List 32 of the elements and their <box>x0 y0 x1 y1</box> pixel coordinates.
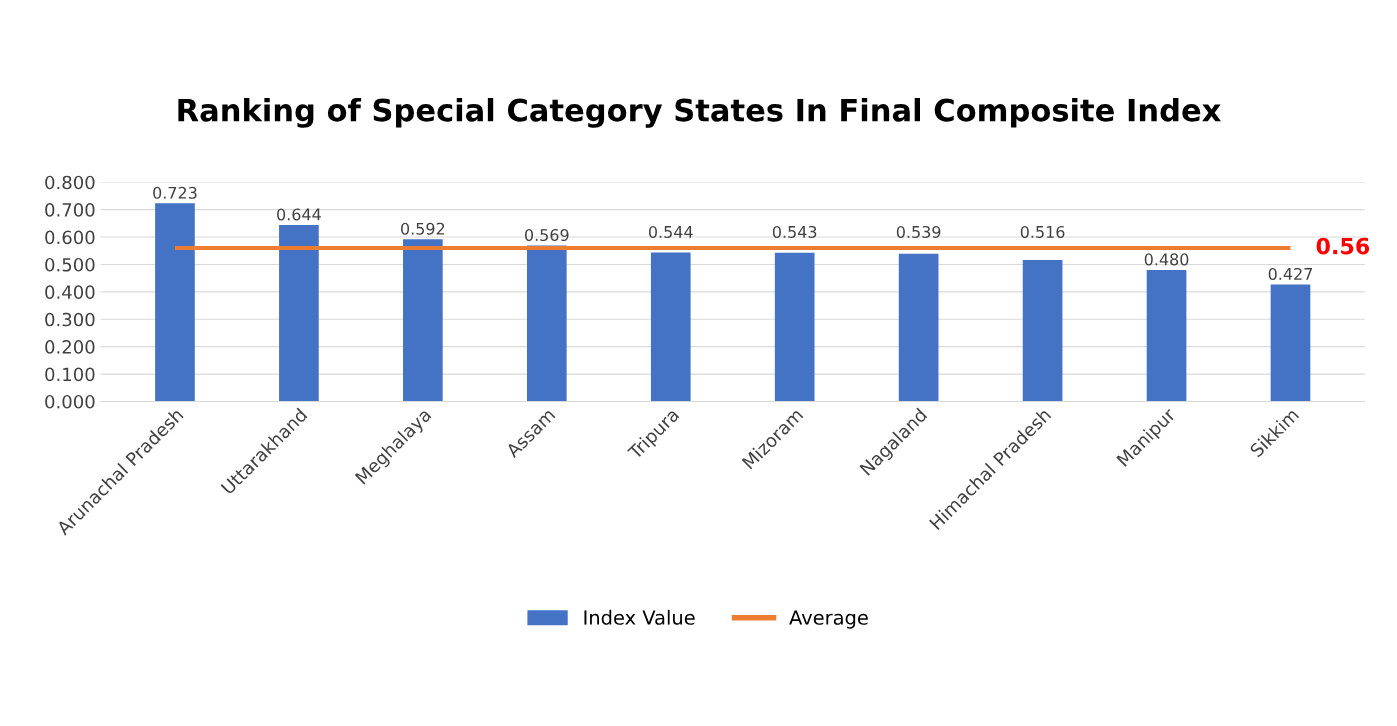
bar <box>1270 284 1311 402</box>
data-label: 0.56 <box>1316 237 1370 255</box>
y-tick-label: 0.100 <box>45 367 95 382</box>
data-label: 0.543 <box>772 225 817 238</box>
y-tick-label: 0.800 <box>45 175 95 190</box>
data-label: 0.539 <box>896 225 941 238</box>
bar <box>155 203 195 402</box>
data-label: 0.480 <box>1144 253 1189 266</box>
y-tick-label: 0.700 <box>45 203 95 217</box>
data-label: 0.592 <box>401 222 445 235</box>
bar <box>1146 269 1187 402</box>
bar <box>898 253 939 402</box>
data-label: 0.723 <box>153 186 197 199</box>
y-tick-label: 0.200 <box>45 340 95 354</box>
legend-label: Index Value <box>584 609 695 625</box>
data-label: 0.516 <box>1020 225 1065 238</box>
y-tick-label: 0.000 <box>45 394 95 409</box>
y-tick-label: 0.400 <box>45 285 95 299</box>
data-label: 0.569 <box>524 228 569 242</box>
data-label: 0.427 <box>1268 267 1312 280</box>
bar <box>279 224 319 402</box>
y-tick-label: 0.300 <box>45 312 95 327</box>
data-label: 0.544 <box>648 225 693 238</box>
bar <box>1022 260 1063 402</box>
legend-label: Average <box>789 610 868 629</box>
y-tick-label: 0.600 <box>45 230 95 245</box>
bar <box>650 252 691 402</box>
data-label: 0.644 <box>277 208 321 221</box>
y-tick-label: 0.500 <box>45 257 95 272</box>
chart-title: Ranking of Special Category States In Final Composite Index <box>178 98 1221 128</box>
bar <box>403 239 443 402</box>
bar <box>774 252 815 402</box>
